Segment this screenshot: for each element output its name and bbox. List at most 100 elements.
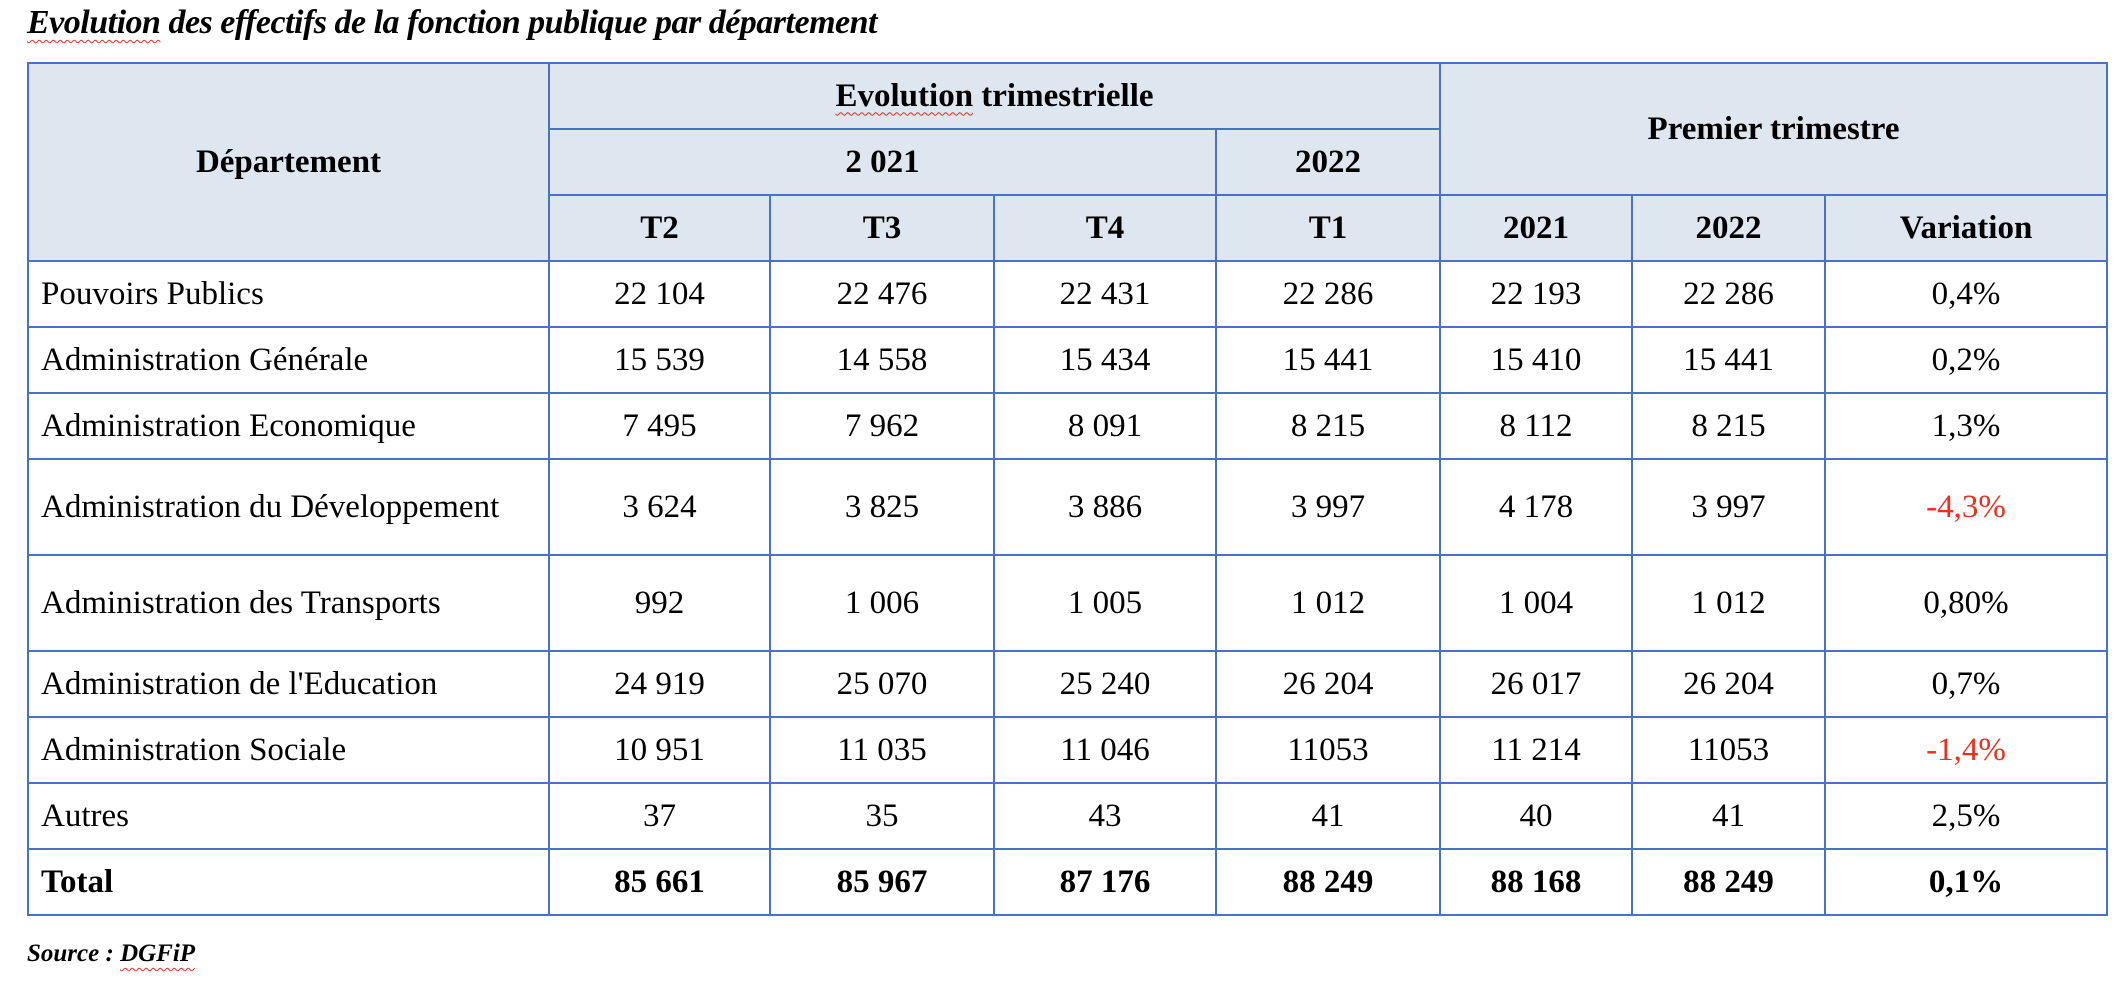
table-row: Administration des Transports 992 1 006 1 0… — [27, 554, 2109, 652]
variation-cell: 0,80% — [1824, 554, 2109, 652]
source-note: Source : DGFiP — [27, 940, 195, 968]
value-cell: 37 — [548, 782, 771, 850]
value-cell: 11 214 — [1439, 716, 1634, 784]
value-cell: 41 — [1631, 782, 1827, 850]
value-cell: 40 — [1439, 782, 1634, 850]
value-cell: 10 951 — [548, 716, 771, 784]
value-cell: 43 — [993, 782, 1217, 850]
value-cell: 26 017 — [1439, 650, 1634, 718]
value-cell: 88 168 — [1439, 848, 1634, 916]
table-row: Administration Economique 7 495 7 962 8 091… — [27, 392, 2109, 460]
total-row: Total 85 661 85 967 87 176 88 249 88 168 88 24… — [27, 848, 2109, 916]
column-header: T3 — [769, 194, 995, 262]
department-cell: Administration Economique — [27, 392, 550, 460]
source-name: DGFiP — [120, 940, 196, 967]
value-cell: 1 012 — [1631, 554, 1827, 652]
variation-cell: 0,7% — [1824, 650, 2109, 718]
department-cell: Pouvoirs Publics — [27, 260, 550, 328]
department-cell: Total — [27, 848, 550, 916]
value-cell: 15 410 — [1439, 326, 1634, 394]
value-cell: 11053 — [1214, 716, 1442, 784]
value-cell: 88 249 — [1214, 848, 1442, 916]
value-cell: 4 178 — [1439, 458, 1634, 556]
title-rest: des effectifs de la fonction publique pa… — [160, 4, 877, 41]
value-cell: 35 — [769, 782, 995, 850]
value-cell: 11 035 — [769, 716, 995, 784]
header-department: Département — [27, 62, 550, 262]
header-premier-trimestre: Premier trimestre — [1439, 62, 2109, 196]
value-cell: 11 046 — [993, 716, 1217, 784]
table-row: Administration Générale 15 539 14 558 15 43… — [27, 326, 2109, 394]
value-cell: 1 005 — [993, 554, 1217, 652]
table-body: Pouvoirs Publics 22 104 22 476 22 431 22 286… — [27, 260, 2109, 916]
value-cell: 26 204 — [1631, 650, 1827, 718]
header-evolution-prefix: Evolution — [835, 77, 974, 114]
value-cell: 22 476 — [769, 260, 995, 328]
header-evolution-rest: trimestrielle — [973, 77, 1154, 114]
department-cell: Administration des Transports — [27, 554, 550, 652]
variation-cell: 0,4% — [1824, 260, 2109, 328]
value-cell: 22 286 — [1631, 260, 1827, 328]
column-header: 2022 — [1631, 194, 1827, 262]
variation-cell: 0,2% — [1824, 326, 2109, 394]
column-header: T1 — [1214, 194, 1442, 262]
value-cell: 22 193 — [1439, 260, 1634, 328]
value-cell: 3 624 — [548, 458, 771, 556]
value-cell: 15 539 — [548, 326, 771, 394]
value-cell: 8 215 — [1631, 392, 1827, 460]
value-cell: 3 825 — [769, 458, 995, 556]
title-prefix: Evolution — [27, 4, 161, 41]
value-cell: 8 112 — [1439, 392, 1634, 460]
department-cell: Autres — [27, 782, 550, 850]
effectifs-table: Département Evolution trimestrielle Prem… — [27, 62, 2109, 916]
value-cell: 85 661 — [548, 848, 771, 916]
value-cell: 1 012 — [1214, 554, 1442, 652]
value-cell: 22 431 — [993, 260, 1217, 328]
source-label: Source : — [27, 940, 121, 967]
value-cell: 26 204 — [1214, 650, 1442, 718]
value-cell: 22 104 — [548, 260, 771, 328]
value-cell: 22 286 — [1214, 260, 1442, 328]
department-cell: Administration de l'Education — [27, 650, 550, 718]
value-cell: 1 004 — [1439, 554, 1634, 652]
value-cell: 15 441 — [1631, 326, 1827, 394]
value-cell: 88 249 — [1631, 848, 1827, 916]
table-row: Administration du Développement 3 624 3 82… — [27, 458, 2109, 556]
value-cell: 7 495 — [548, 392, 771, 460]
value-cell: 8 091 — [993, 392, 1217, 460]
value-cell: 15 434 — [993, 326, 1217, 394]
value-cell: 85 967 — [769, 848, 995, 916]
value-cell: 3 886 — [993, 458, 1217, 556]
value-cell: 992 — [548, 554, 771, 652]
table-row: Autres 37 35 43 41 40 41 2,5% — [27, 782, 2109, 850]
value-cell: 15 441 — [1214, 326, 1442, 394]
column-headers: T2 T3 T4 T1 2021 2022 Variation — [28, 194, 2109, 262]
department-cell: Administration Générale — [27, 326, 550, 394]
variation-cell: 2,5% — [1824, 782, 2109, 850]
value-cell: 87 176 — [993, 848, 1217, 916]
value-cell: 7 962 — [769, 392, 995, 460]
table-row: Administration de l'Education 24 919 25 07… — [27, 650, 2109, 718]
value-cell: 8 215 — [1214, 392, 1442, 460]
column-header: T2 — [548, 194, 771, 262]
value-cell: 25 070 — [769, 650, 995, 718]
value-cell: 3 997 — [1631, 458, 1827, 556]
column-header: 2021 — [1439, 194, 1634, 262]
header-year-2021: 2 021 — [548, 128, 1217, 196]
variation-cell: 1,3% — [1824, 392, 2109, 460]
value-cell: 1 006 — [769, 554, 995, 652]
value-cell: 41 — [1214, 782, 1442, 850]
variation-cell: -1,4% — [1824, 716, 2109, 784]
department-cell: Administration du Développement — [27, 458, 550, 556]
value-cell: 11053 — [1631, 716, 1827, 784]
department-cell: Administration Sociale — [27, 716, 550, 784]
value-cell: 25 240 — [993, 650, 1217, 718]
column-header: T4 — [993, 194, 1217, 262]
table-row: Administration Sociale 10 951 11 035 11 046… — [27, 716, 2109, 784]
header-evolution-trimestrielle: Evolution trimestrielle — [547, 62, 1442, 130]
value-cell: 3 997 — [1214, 458, 1442, 556]
document-title: Evolution des effectifs de la fonction p… — [27, 4, 877, 42]
variation-cell: -4,3% — [1824, 458, 2109, 556]
variation-cell: 0,1% — [1824, 848, 2109, 916]
table-row: Pouvoirs Publics 22 104 22 476 22 431 22 286… — [27, 260, 2109, 328]
